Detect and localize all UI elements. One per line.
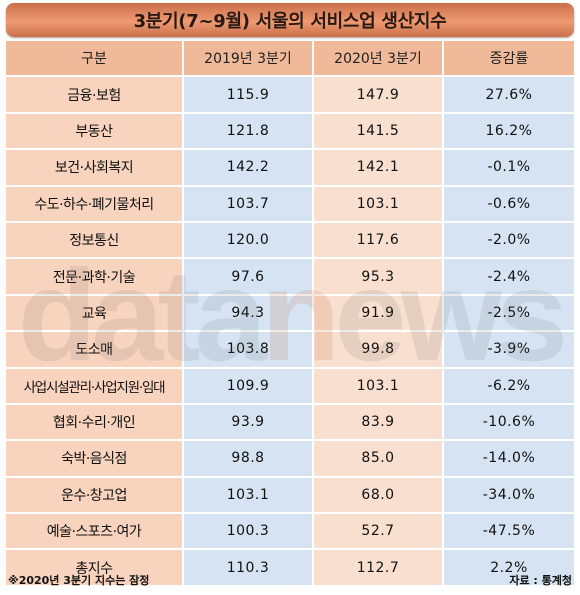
q3-2020-cell: 103.1 — [314, 186, 444, 223]
q3-2020-cell: 117.6 — [314, 222, 444, 260]
category-cell: 정보통신 — [6, 222, 184, 260]
table-row: 예술·스포츠·여가 100.3 52.7 -47.5% — [6, 514, 574, 551]
header-change-rate: 증감률 — [444, 41, 574, 78]
table-row: 수도·하수·폐기물처리 103.7 103.1 -0.6% — [6, 186, 574, 223]
change-rate-cell: -2.0% — [444, 222, 574, 260]
change-rate-cell: -10.6% — [444, 404, 574, 442]
q3-2020-cell: 91.9 — [314, 295, 444, 333]
data-table: 구분 2019년 3분기 2020년 3분기 증감률 금융·보험 115.9 147… — [6, 41, 574, 587]
category-cell: 교육 — [6, 295, 184, 333]
q3-2020-cell: 112.7 — [314, 550, 444, 587]
change-rate-cell: -6.2% — [444, 368, 574, 405]
header-q3-2020: 2020년 3분기 — [314, 41, 444, 78]
q3-2019-cell: 103.7 — [184, 186, 314, 223]
change-rate-cell: -14.0% — [444, 441, 574, 478]
footer: ※2020년 3분기 지수는 잠정 자료 : 통계청 — [8, 572, 572, 590]
q3-2019-cell: 121.8 — [184, 113, 314, 151]
q3-2019-cell: 103.8 — [184, 332, 314, 369]
q3-2019-cell: 98.8 — [184, 441, 314, 478]
q3-2019-cell: 110.3 — [184, 550, 314, 587]
category-cell: 총지수 — [6, 550, 184, 587]
table-row: 정보통신 120.0 117.6 -2.0% — [6, 222, 574, 260]
q3-2020-cell: 147.9 — [314, 77, 444, 114]
change-rate-cell: -34.0% — [444, 477, 574, 515]
table-row: 협회·수리·개인 93.9 83.9 -10.6% — [6, 404, 574, 442]
q3-2020-cell: 68.0 — [314, 477, 444, 515]
q3-2020-cell: 52.7 — [314, 514, 444, 551]
table-header-row: 구분 2019년 3분기 2020년 3분기 증감률 — [6, 41, 574, 78]
table-row: 도소매 103.8 99.8 -3.9% — [6, 332, 574, 369]
table-body: 금융·보험 115.9 147.9 27.6% 부동산 121.8 141.5 16.2% 보건… — [6, 77, 574, 587]
q3-2019-cell: 97.6 — [184, 259, 314, 296]
q3-2020-cell: 103.1 — [314, 368, 444, 405]
q3-2019-cell: 109.9 — [184, 368, 314, 405]
table-row: 운수·창고업 103.1 68.0 -34.0% — [6, 477, 574, 515]
change-rate-cell: -3.9% — [444, 332, 574, 369]
change-rate-cell: -2.5% — [444, 295, 574, 333]
category-cell: 보건·사회복지 — [6, 150, 184, 187]
header-q3-2019: 2019년 3분기 — [184, 41, 314, 78]
table-row-total: 총지수 110.3 112.7 2.2% — [6, 550, 574, 587]
q3-2019-cell: 94.3 — [184, 295, 314, 333]
header-category: 구분 — [6, 41, 184, 78]
table-row: 숙박·음식점 98.8 85.0 -14.0% — [6, 441, 574, 478]
category-cell: 금융·보험 — [6, 77, 184, 114]
page-title: 3분기(7~9월) 서울의 서비스업 생산지수 — [133, 11, 447, 32]
title-bar: 3분기(7~9월) 서울의 서비스업 생산지수 — [6, 3, 574, 37]
category-cell: 수도·하수·폐기물처리 — [6, 186, 184, 223]
q3-2019-cell: 100.3 — [184, 514, 314, 551]
table-row: 보건·사회복지 142.2 142.1 -0.1% — [6, 150, 574, 187]
q3-2020-cell: 85.0 — [314, 441, 444, 478]
change-rate-cell: -2.4% — [444, 259, 574, 296]
table-row: 부동산 121.8 141.5 16.2% — [6, 113, 574, 151]
q3-2019-cell: 93.9 — [184, 404, 314, 442]
change-rate-cell: 27.6% — [444, 77, 574, 114]
q3-2020-cell: 142.1 — [314, 150, 444, 187]
q3-2019-cell: 103.1 — [184, 477, 314, 515]
change-rate-cell: -0.1% — [444, 150, 574, 187]
q3-2020-cell: 99.8 — [314, 332, 444, 369]
category-cell: 협회·수리·개인 — [6, 404, 184, 442]
change-rate-cell: 2.2% — [444, 550, 574, 587]
footnote: ※2020년 3분기 지수는 잠정 — [8, 574, 150, 587]
table-row: 금융·보험 115.9 147.9 27.6% — [6, 77, 574, 114]
category-cell: 전문·과학·기술 — [6, 259, 184, 296]
change-rate-cell: 16.2% — [444, 113, 574, 151]
change-rate-cell: -0.6% — [444, 186, 574, 223]
table-row: 전문·과학·기술 97.6 95.3 -2.4% — [6, 259, 574, 296]
q3-2020-cell: 141.5 — [314, 113, 444, 151]
category-cell: 도소매 — [6, 332, 184, 369]
source-credit: 자료 : 통계청 — [509, 574, 572, 587]
category-cell: 숙박·음식점 — [6, 441, 184, 478]
q3-2020-cell: 83.9 — [314, 404, 444, 442]
q3-2019-cell: 142.2 — [184, 150, 314, 187]
table-row: 사업시설관리·사업지원·임대 109.9 103.1 -6.2% — [6, 368, 574, 405]
q3-2019-cell: 120.0 — [184, 222, 314, 260]
category-cell: 사업시설관리·사업지원·임대 — [6, 368, 184, 405]
table-row: 교육 94.3 91.9 -2.5% — [6, 295, 574, 333]
category-cell: 부동산 — [6, 113, 184, 151]
q3-2019-cell: 115.9 — [184, 77, 314, 114]
q3-2020-cell: 95.3 — [314, 259, 444, 296]
category-cell: 운수·창고업 — [6, 477, 184, 515]
category-cell: 예술·스포츠·여가 — [6, 514, 184, 551]
change-rate-cell: -47.5% — [444, 514, 574, 551]
